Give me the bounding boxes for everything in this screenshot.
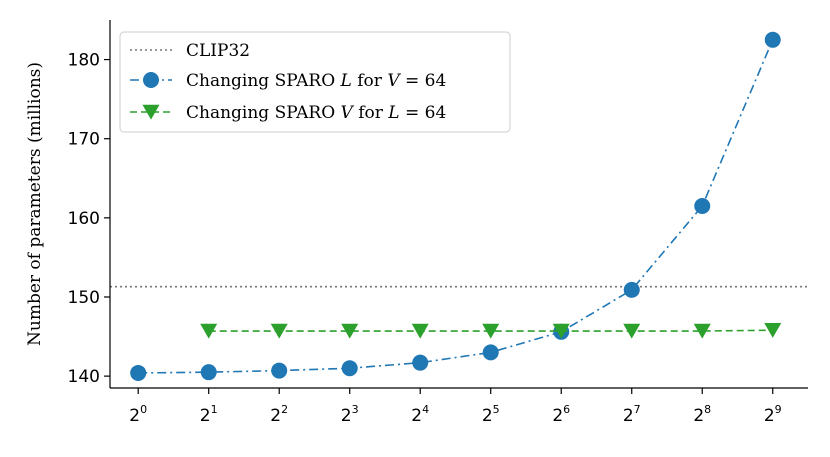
data-point: [411, 323, 429, 339]
legend-label: Changing SPARO V for L = 64: [186, 103, 446, 123]
data-point: [552, 323, 570, 339]
y-tick-label: 160: [68, 209, 100, 229]
x-tick-label: 27: [623, 403, 641, 426]
legend-marker: [143, 72, 159, 88]
data-point: [694, 197, 711, 214]
legend-label: CLIP32: [186, 41, 250, 61]
data-point: [200, 323, 218, 339]
x-tick-label: 20: [129, 403, 147, 426]
series-2: [200, 323, 782, 339]
data-point: [270, 323, 288, 339]
legend-marker: [142, 104, 160, 120]
y-tick-label: 180: [68, 51, 100, 71]
x-tick-label: 23: [341, 403, 359, 426]
x-tick-label: 26: [552, 403, 570, 426]
x-tick-label: 22: [270, 403, 288, 426]
x-tick-label: 21: [200, 403, 218, 426]
data-point: [623, 323, 641, 339]
data-point: [482, 323, 500, 339]
data-point: [412, 354, 429, 371]
data-point: [130, 364, 147, 381]
legend-box: [119, 31, 511, 133]
y-tick-label: 140: [68, 367, 100, 387]
data-point: [200, 364, 217, 381]
legend: CLIP32 Changing SPARO L for V = 64 Changin…: [119, 31, 511, 133]
series-line: [138, 39, 774, 374]
y-tick-label: 150: [68, 288, 100, 308]
data-point: [764, 323, 782, 338]
data-point: [693, 323, 711, 339]
data-point: [341, 360, 358, 377]
x-tick-label: 25: [482, 403, 500, 426]
x-tick-label: 29: [764, 403, 782, 426]
x-tick-label: 28: [693, 403, 711, 426]
data-point: [482, 344, 499, 361]
data-point: [764, 31, 781, 48]
series-line: [208, 329, 773, 332]
y-axis-label: Number of parameters (millions): [25, 62, 45, 346]
y-tick-label: 170: [68, 130, 100, 150]
data-point: [623, 281, 640, 298]
data-point: [271, 362, 288, 379]
legend-label: Changing SPARO L for V = 64: [186, 71, 446, 91]
x-tick-label: 24: [411, 403, 429, 426]
data-point: [341, 323, 359, 339]
